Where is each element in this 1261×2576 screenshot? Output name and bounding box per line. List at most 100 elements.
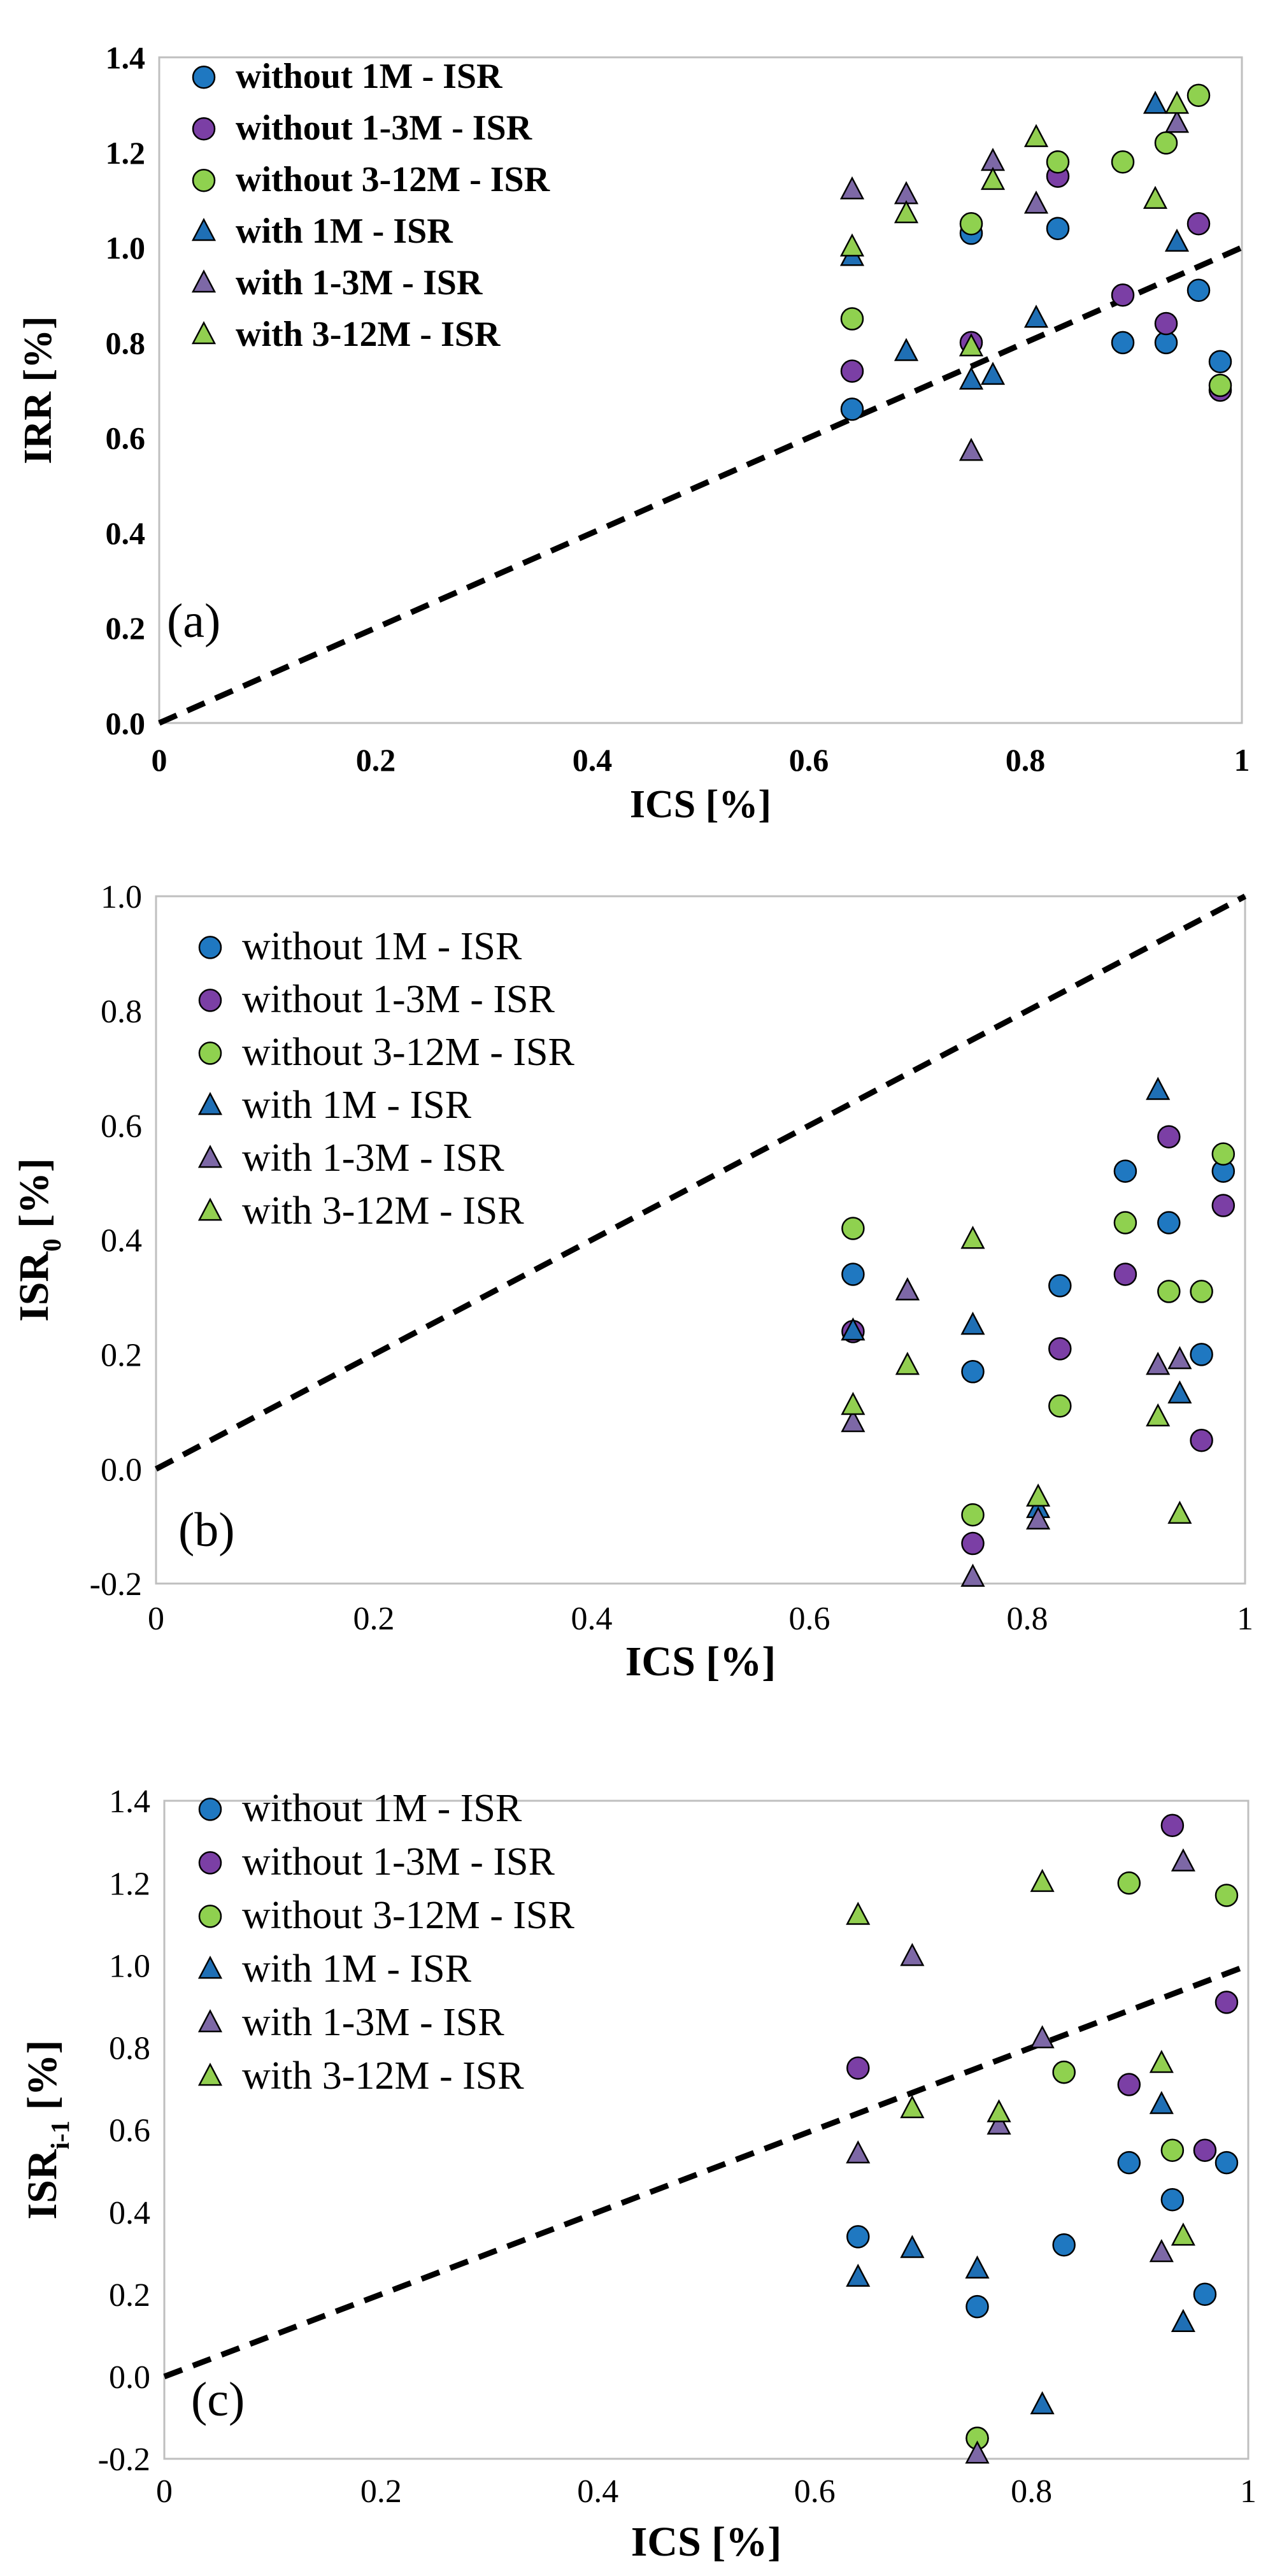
data-point-circle	[1190, 1428, 1213, 1452]
data-point-circle	[965, 2294, 989, 2319]
legend-marker-triangle	[197, 1092, 223, 1115]
plot-frame	[155, 895, 1246, 1585]
data-point-circle	[1215, 2150, 1239, 2175]
legend-marker-circle	[192, 65, 216, 89]
data-point-triangle	[987, 2111, 1011, 2135]
x-tick-label: 0.2	[360, 2473, 402, 2510]
chart-panel-3: 0 0.2 0.4 0.6 0.8 1 -0.2 0.0 0.2 0.4 0.6 0.8 1.0 1.2 1…	[19, 1784, 1257, 2565]
data-point-circle	[1157, 1280, 1181, 1303]
data-point-triangle	[846, 2263, 871, 2287]
y-tick-label: 0.0	[106, 706, 146, 741]
y-axis-label: ISRi-1 [%]	[19, 2040, 75, 2220]
data-point-triangle	[1171, 2308, 1195, 2332]
legend-marker-triangle	[197, 2063, 223, 2086]
data-point-triangle	[1167, 1500, 1192, 1524]
legend-label: without 1-3M - ISR	[242, 1840, 555, 1884]
x-tick-label: 0.8	[1006, 742, 1046, 778]
x-tick-label: 0	[152, 742, 167, 778]
data-point-triangle	[1164, 228, 1190, 252]
data-point-circle	[1154, 131, 1178, 155]
y-tick-label: 0.6	[106, 420, 146, 456]
y-tick-label: 0.2	[109, 2277, 150, 2314]
data-point-circle	[1160, 2188, 1185, 2212]
y-tick-label: 0.8	[106, 325, 146, 361]
data-point-circle	[1215, 1991, 1239, 2014]
x-axis-label: ICS [%]	[631, 2519, 782, 2565]
data-point-triangle	[958, 438, 984, 461]
data-point-triangle	[987, 2099, 1011, 2122]
legend-label: with 3-12M - ISR	[236, 315, 501, 354]
data-point-triangle	[895, 1277, 920, 1301]
data-point-triangle	[839, 233, 865, 257]
data-point-circle	[1113, 1211, 1137, 1234]
legend-label: with 1M - ISR	[236, 211, 453, 251]
plot-frame	[163, 1800, 1250, 2460]
y-tick-label: 0.4	[101, 1223, 142, 1259]
y-axis-label-subscript: i-1	[46, 2121, 75, 2149]
data-point-circle	[1046, 217, 1070, 240]
legend-marker-circle	[198, 989, 222, 1012]
data-point-circle	[1113, 1159, 1137, 1183]
y-tick-label: -0.2	[90, 1566, 142, 1603]
data-point-triangle	[1164, 110, 1190, 133]
reference-line-dashed	[163, 1963, 1250, 2380]
y-tick-label: 1.0	[106, 230, 146, 266]
data-point-circle	[1215, 1884, 1239, 1907]
data-point-circle	[1048, 1337, 1072, 1361]
data-point-circle	[1190, 1343, 1213, 1366]
data-point-circle	[1111, 150, 1135, 174]
data-point-circle	[1186, 278, 1211, 302]
data-point-triangle	[1146, 1352, 1171, 1375]
data-point-circle	[1157, 1211, 1181, 1234]
y-tick-label: 0.6	[109, 2113, 150, 2149]
y-axis-label: IRR [%]	[17, 316, 60, 464]
data-point-triangle	[900, 1943, 925, 1966]
legend-marker-circle	[198, 1041, 222, 1065]
y-tick-label: 1.4	[106, 40, 146, 76]
x-tick-label: 0.4	[573, 742, 613, 778]
data-point-circle	[1048, 1394, 1072, 1418]
data-point-circle	[840, 359, 864, 383]
data-point-triangle	[846, 1901, 871, 1925]
legend-marker-circle	[198, 936, 222, 959]
y-tick-label: 0.4	[109, 2195, 150, 2231]
reference-line-dashed	[154, 894, 1247, 1472]
legend-label: with 1-3M - ISR	[242, 2001, 504, 2044]
legend-label: without 3-12M - ISR	[242, 1894, 575, 1937]
data-point-triangle	[1023, 190, 1049, 214]
data-point-triangle	[1030, 2025, 1055, 2049]
y-tick-label: 0.8	[101, 994, 142, 1030]
data-point-triangle	[965, 2440, 990, 2464]
data-point-triangle	[1030, 1868, 1055, 1893]
data-point-circle	[1193, 2138, 1217, 2163]
data-point-circle	[1111, 331, 1135, 355]
legend-label: without 1-3M - ISR	[236, 108, 532, 148]
y-tick-label: 1.2	[106, 135, 146, 171]
data-point-triangle	[980, 166, 1006, 190]
y-tick-label: -0.2	[98, 2442, 150, 2478]
y-tick-label: 0.2	[101, 1338, 142, 1374]
x-tick-label: 0	[148, 1601, 164, 1637]
data-point-triangle	[1167, 1346, 1192, 1370]
data-point-circle	[961, 1531, 985, 1556]
x-tick-label: 0	[156, 2473, 173, 2510]
y-axis-label: ISR0 [%]	[11, 1158, 66, 1322]
panel-label: (b)	[178, 1503, 235, 1557]
data-point-circle	[1211, 1142, 1236, 1166]
data-point-circle	[1052, 2233, 1076, 2257]
data-point-triangle	[839, 176, 865, 199]
data-point-circle	[1208, 373, 1232, 397]
y-axis-label-unit: [%]	[19, 2040, 66, 2121]
data-point-circle	[961, 1503, 985, 1527]
data-point-circle	[846, 2056, 870, 2080]
legend-label: without 1M - ISR	[236, 57, 502, 96]
legend-label: with 3-12M - ISR	[242, 1189, 524, 1233]
x-tick-label: 0.8	[1007, 1601, 1048, 1637]
legend-marker-triangle	[191, 269, 217, 293]
data-point-triangle	[900, 2094, 925, 2119]
data-point-triangle	[1143, 90, 1168, 114]
data-point-circle	[1113, 1263, 1137, 1286]
legend-marker-triangle	[197, 2009, 223, 2033]
legend-marker-circle	[198, 1851, 222, 1875]
